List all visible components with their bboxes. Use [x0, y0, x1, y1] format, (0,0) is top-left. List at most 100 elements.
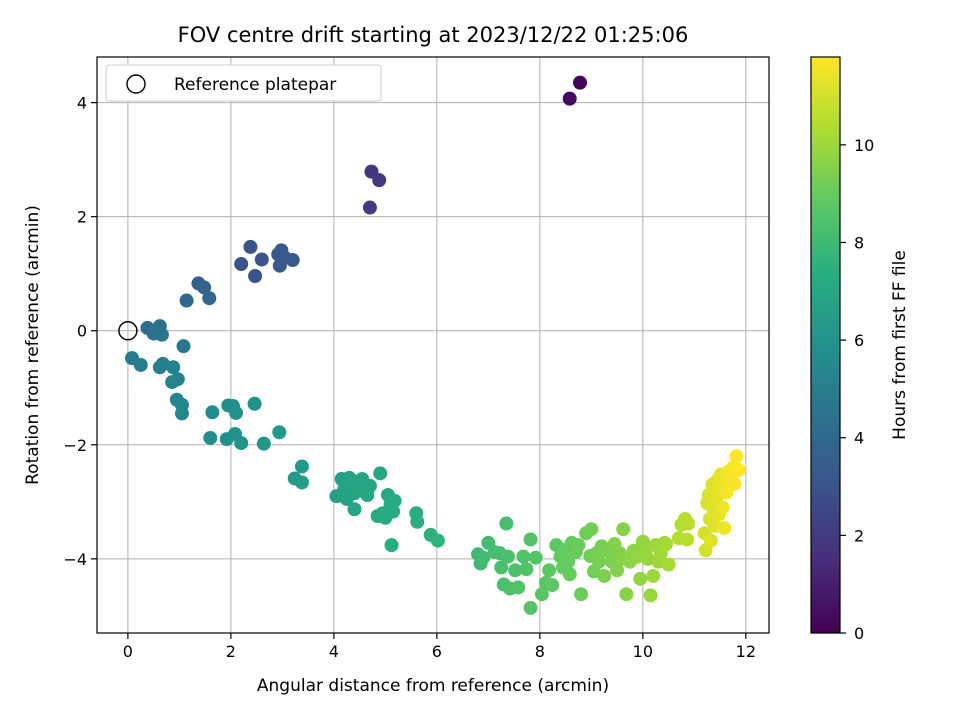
scatter-point [729, 449, 744, 464]
legend-entry: Reference platepar [174, 75, 336, 95]
scatter-point [197, 280, 212, 295]
scatter-point [229, 405, 244, 420]
y-tick-label: −4 [63, 550, 87, 569]
scatter-point [179, 293, 194, 308]
x-tick-label: 2 [226, 642, 236, 661]
legend-marker [126, 74, 146, 94]
scatter-point [661, 557, 676, 572]
scatter-point [592, 554, 607, 569]
colorbar-gradient [811, 57, 840, 633]
scatter-point [243, 239, 258, 254]
scatter-point [254, 252, 269, 267]
scatter-point [528, 550, 543, 565]
scatter-point [166, 360, 181, 375]
scatter-point [717, 521, 732, 536]
scatter-point [561, 554, 576, 569]
scatter-point [523, 600, 538, 615]
scatter-point [619, 587, 634, 602]
scatter-point [362, 200, 377, 215]
scatter-point [542, 563, 557, 578]
legend-box [105, 64, 382, 102]
colorbar-label: Hours from first FF file [890, 250, 910, 440]
scatter-point [545, 578, 560, 593]
x-tick-label: 8 [535, 642, 545, 661]
scatter-point [387, 493, 402, 508]
scatter-point [715, 500, 730, 515]
scatter-point [247, 396, 262, 411]
scatter-point [234, 257, 249, 272]
scatter-point [633, 571, 648, 586]
reference-platepar-marker [118, 321, 138, 341]
scatter-point [571, 538, 586, 553]
colorbar-frame [810, 56, 841, 634]
x-axis-ticks: 0 2 4 6 8 10 12 [123, 633, 756, 661]
scatter-point [703, 533, 718, 548]
scatter-point [731, 462, 746, 477]
plot-frame [96, 56, 770, 634]
y-axis-label: Rotation from reference (arcmin) [23, 205, 43, 485]
scatter-point [511, 580, 526, 595]
scatter-point [347, 502, 362, 517]
scatter-point [499, 516, 514, 531]
scatter-point [234, 436, 249, 451]
colorbar-tick-label: 6 [854, 331, 864, 350]
scatter-point [248, 268, 263, 283]
scatter-point [494, 560, 509, 575]
grid-lines [97, 57, 769, 633]
chart-title: FOV centre drift starting at 2023/12/22 … [178, 23, 689, 47]
scatter-point [659, 537, 674, 552]
scatter-point [500, 549, 515, 564]
scatter-point [203, 430, 218, 445]
scatter-point [170, 372, 185, 387]
scatter-point [362, 478, 377, 493]
y-tick-label: −2 [63, 436, 87, 455]
scatter-point [508, 563, 523, 578]
scatter-point [272, 425, 287, 440]
scatter-point [610, 563, 625, 578]
scatter-point [680, 532, 695, 547]
colorbar-tick-label: 0 [854, 624, 864, 643]
scatter-point [133, 357, 148, 372]
y-tick-label: 2 [77, 208, 87, 227]
scatter-point [476, 550, 491, 565]
colorbar-tick-label: 4 [854, 429, 864, 448]
scatter-point [272, 258, 287, 273]
colorbar-tick-label: 10 [854, 136, 874, 155]
scatter-point [176, 339, 191, 354]
scatter-point [372, 173, 387, 188]
colorbar-tick-label: 2 [854, 526, 864, 545]
scatter-point [519, 562, 534, 577]
scatter-point [727, 476, 742, 491]
x-tick-label: 6 [432, 642, 442, 661]
scatter-point [386, 504, 401, 519]
scatter-point [205, 405, 220, 420]
scatter-point [202, 291, 217, 306]
scatter-point [584, 522, 599, 537]
y-tick-label: 4 [77, 94, 87, 113]
y-axis-ticks: −4 −2 0 2 4 [63, 94, 97, 569]
scatter-point [174, 406, 189, 421]
x-tick-label: 10 [633, 642, 653, 661]
scatter-point [534, 587, 549, 602]
scatter-point [430, 533, 445, 548]
scatter-point [562, 567, 577, 582]
scatter-point [681, 516, 696, 531]
scatter-point [384, 538, 399, 553]
scatter-point [285, 253, 300, 268]
scatter-point [616, 522, 631, 537]
scatter-point [646, 568, 661, 583]
colorbar-tick-label: 8 [854, 233, 864, 252]
scatter-point [597, 568, 612, 583]
scatter-point [523, 532, 538, 547]
scatter-point [516, 549, 531, 564]
scatter-point [410, 514, 425, 529]
x-tick-label: 0 [123, 642, 133, 661]
legend: Reference platepar [105, 64, 382, 102]
colorbar-ticks: 0 2 4 6 8 10 [840, 136, 874, 643]
x-axis-label: Angular distance from reference (arcmin) [257, 676, 609, 696]
scatter-point [643, 588, 658, 603]
x-tick-label: 12 [736, 642, 756, 661]
y-tick-label: 0 [77, 322, 87, 341]
colorbar: 0 2 4 6 8 10 Hours from first FF file [810, 56, 910, 643]
